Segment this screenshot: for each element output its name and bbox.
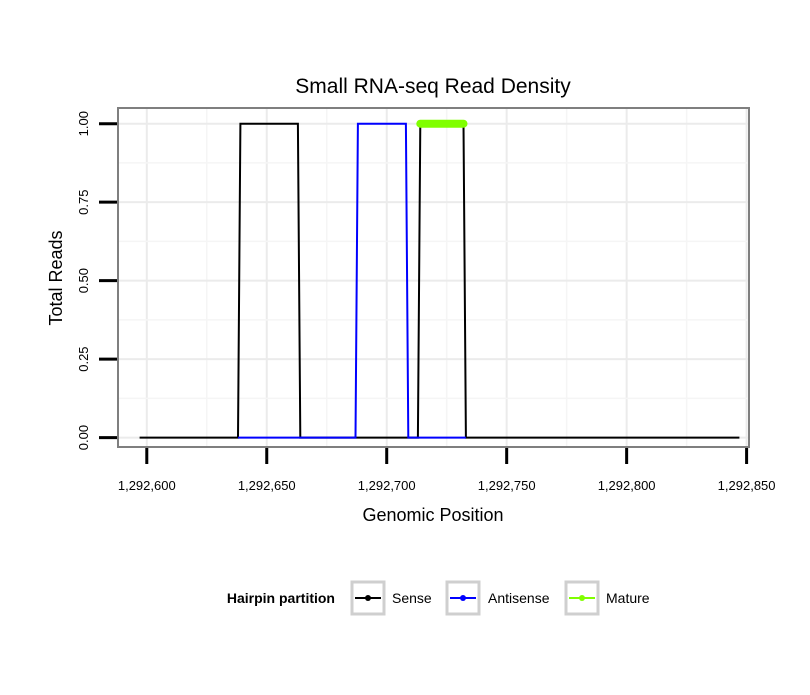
series-line-sense [139, 122, 740, 439]
y-tick-label: 0.50 [76, 268, 91, 293]
y-tick-label: 0.25 [76, 346, 91, 371]
plot-panel [118, 108, 749, 447]
x-tick-label: 1,292,750 [478, 478, 536, 493]
legend-key-point-antisense [460, 595, 466, 601]
series-lines [139, 119, 740, 439]
legend-label-antisense: Antisense [488, 590, 550, 606]
y-tick-label: 1.00 [76, 111, 91, 136]
x-tick-label: 1,292,850 [718, 478, 776, 493]
x-tick-label: 1,292,600 [118, 478, 176, 493]
plot-border [117, 107, 750, 448]
legend: Hairpin partition Sense Antisense Mature [227, 580, 650, 616]
legend-label-mature: Mature [606, 590, 650, 606]
x-tick-label: 1,292,800 [598, 478, 656, 493]
legend-key-point-sense [365, 595, 371, 601]
legend-label-sense: Sense [392, 590, 432, 606]
legend-title: Hairpin partition [227, 590, 335, 606]
x-tick-label: 1,292,700 [358, 478, 416, 493]
y-tick-label: 0.75 [76, 190, 91, 215]
y-axis-label: Total Reads [46, 230, 66, 325]
series-line-antisense [238, 122, 466, 439]
x-tick-label: 1,292,650 [238, 478, 296, 493]
y-axis: 0.00 0.25 0.50 0.75 1.00 [76, 111, 117, 450]
x-axis-label: Genomic Position [362, 505, 503, 525]
y-tick-label: 0.00 [76, 425, 91, 450]
x-axis: 1,292,600 1,292,650 1,292,700 1,292,750 1,29… [118, 448, 776, 493]
chart-title: Small RNA-seq Read Density [295, 75, 571, 98]
legend-key-point-mature [579, 595, 585, 601]
